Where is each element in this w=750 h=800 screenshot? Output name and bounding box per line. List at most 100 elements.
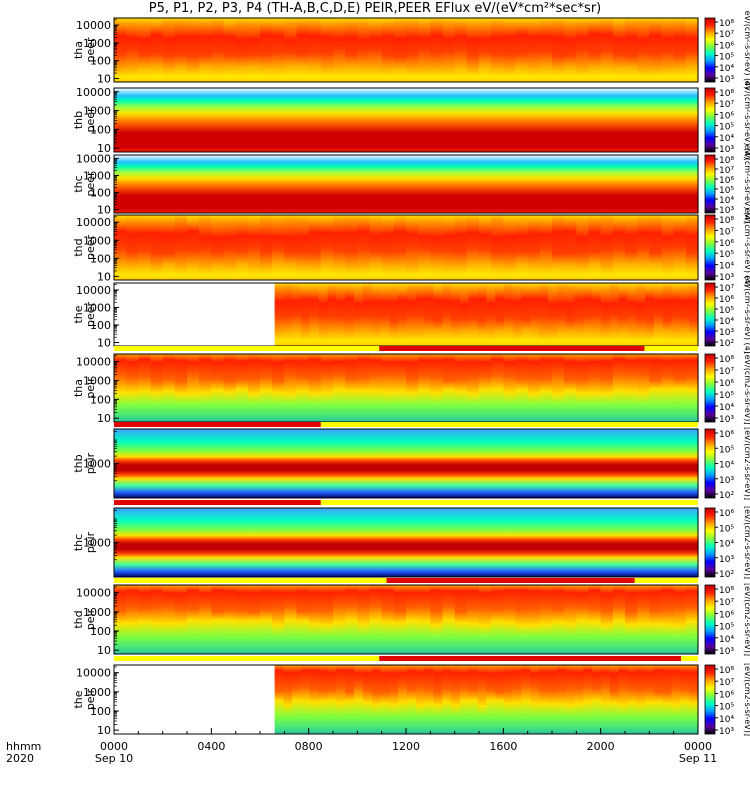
spectrogram-strip [442,354,456,422]
y-tick-label: 10000 [76,356,111,369]
spectrogram-strip [371,665,382,734]
spectrogram-strip [296,215,310,280]
spectrogram-strip [357,88,371,152]
spectrogram-strip [552,585,565,654]
spectrogram-strip [357,508,371,577]
spectrogram-strip [162,88,176,152]
spectrogram-strip [292,283,302,346]
spectrogram-strip [539,155,553,213]
spectrogram-strip [333,354,346,422]
spectrogram-strip [454,215,468,280]
spectrogram-strip [211,215,225,280]
spectrogram-strip [126,155,139,213]
spectrogram-strip [564,88,577,152]
colorbar [704,428,716,499]
spectrogram-strip [649,354,663,422]
spectrogram-strip [430,155,444,213]
colorbar-tick-label: 10⁶ [719,379,734,389]
spectrogram-strip [235,508,249,577]
spectrogram-strip [174,18,188,82]
spectrogram-strip [649,155,663,213]
spectrogram-strip [199,215,212,280]
spectrogram-strip [150,215,164,280]
spectrogram-strip [369,215,383,280]
spectrogram-strip [381,585,395,654]
spectrogram-strip [345,283,355,346]
y-axis-label: thb [72,454,85,472]
spectrogram-strip [211,88,225,152]
spectrogram-strip [618,283,629,346]
spectrogram-strip [588,215,602,280]
spectrogram-strip [138,508,152,577]
colorbar-tick-label: 10⁴ [719,715,734,725]
spectrogram-strip [247,508,261,577]
y-tick-label: 1000 [83,458,111,471]
spectrogram-strip [521,283,531,346]
spectrogram-strip [114,429,127,498]
y-axis-label: peer [84,37,97,63]
spectrogram-strip [430,88,444,152]
spectrogram-strip [685,18,699,82]
spectrogram-strip [272,215,285,280]
spectrogram-strip [369,354,383,422]
spectrogram-strip [260,88,273,152]
spectrogram-strip [272,155,285,213]
spectrogram-strip [588,354,602,422]
spectrogram-strip [357,429,371,498]
y-axis-label: peir [84,531,97,553]
spectrogram-strip [454,354,468,422]
spectrogram-strip [162,354,176,422]
colorbar-tick-label: 10⁵ [719,391,734,401]
colorbar-tick-label: 10⁵ [719,306,734,316]
spectrogram-strip [574,665,584,734]
spectrogram-strip [583,283,593,346]
state-bar [114,500,698,505]
colorbar-tick-label: 10⁷ [719,227,734,237]
colorbar [704,584,716,655]
spectrogram-strip [661,429,675,498]
y-axis-label: tha [72,379,85,397]
y-tick-label: 1000 [83,105,111,118]
spectrogram-strip [600,215,614,280]
y-tick-label: 10 [97,270,111,283]
spectrogram-strip [612,215,626,280]
spectrogram-strip [625,155,638,213]
spectrogram-strip [272,88,285,152]
spectrogram-strip [345,354,358,422]
spectrogram-strip [527,429,541,498]
spectrogram-strip [539,665,549,734]
spectrogram-strip [235,18,249,82]
spectrogram-strip [576,585,590,654]
spectrogram-strip [357,18,371,82]
spectrogram-strip [600,155,614,213]
spectrogram-strip [625,215,638,280]
spectrogram-strip [539,585,553,654]
spectrogram-strip [247,354,261,422]
spectrogram-strip [680,665,690,734]
y-axis-label: peir [84,452,97,474]
spectrogram-strip [673,88,687,152]
spectrogram-strip [491,215,504,280]
spectrogram-strip [318,665,329,734]
spectrogram-strip [442,585,456,654]
y-axis-label: tha [72,41,85,59]
spectrogram-strip [685,354,699,422]
colorbar-tick-label: 10³ [719,555,734,565]
spectrogram-strip [406,429,419,498]
colorbar [704,87,716,153]
spectrogram-strip [673,354,687,422]
colorbar-tick-label: 10⁴ [719,403,734,413]
spectrogram-strip [357,585,371,654]
spectrogram-strip [564,354,577,422]
spectrogram-strip [272,429,285,498]
state-bar [114,578,698,583]
y-axis-label: thc [72,534,85,551]
spectrogram-strip [333,88,346,152]
spectrogram-strip [564,429,577,498]
spectrogram-strip [430,354,444,422]
spectrogram-strip [649,88,663,152]
spectrogram-strip [552,18,565,82]
spectrogram-strip [345,215,358,280]
spectrogram-strip [689,665,699,734]
spectrogram-strip [479,354,492,422]
